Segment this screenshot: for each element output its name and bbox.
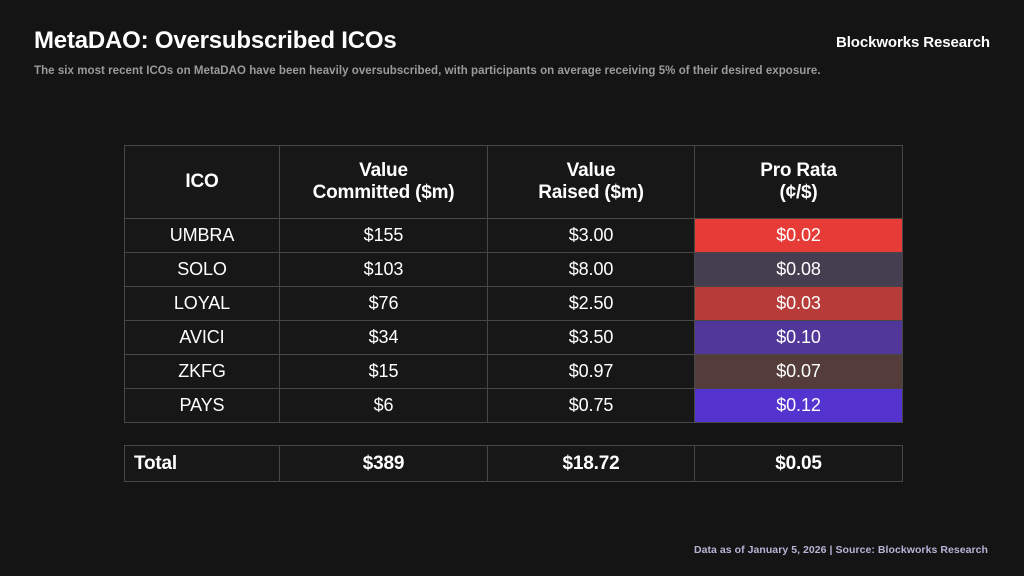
column-header-value-committed: Value Committed ($m) [279,145,488,219]
page-title: MetaDAO: Oversubscribed ICOs [34,27,397,54]
cell-value-raised: $3.00 [487,218,695,253]
ico-table: ICO Value Committed ($m) Value Raised ($… [124,145,903,423]
table-row: AVICI $34 $3.50 $0.10 [124,320,903,355]
header-title-row: MetaDAO: Oversubscribed ICOs Blockworks … [34,27,990,54]
total-label: Total [124,445,280,482]
table-header: ICO Value Committed ($m) Value Raised ($… [124,145,903,219]
total-table-container: Total $389 $18.72 $0.05 [124,445,903,482]
cell-value-raised: $3.50 [487,320,695,355]
column-header-value-raised-line2: Raised ($m) [538,182,644,203]
column-header-value-raised-line1: Value [566,159,616,181]
cell-pro-rata: $0.08 [694,252,903,287]
cell-value-committed: $155 [279,218,488,253]
total-row: Total $389 $18.72 $0.05 [124,445,903,482]
cell-value-raised: $2.50 [487,286,695,321]
total-value-committed: $389 [279,445,488,482]
total-pro-rata: $0.05 [694,445,903,482]
total-value-raised: $18.72 [487,445,695,482]
cell-ico: SOLO [124,252,280,287]
table-row: LOYAL $76 $2.50 $0.03 [124,286,903,321]
cell-pro-rata: $0.03 [694,286,903,321]
brand-label: Blockworks Research [835,34,990,51]
column-header-pro-rata-line1: Pro Rata [760,159,837,181]
cell-value-raised: $0.97 [487,354,695,389]
column-header-value-committed-line1: Value [359,159,408,181]
table-row: ZKFG $15 $0.97 $0.07 [124,354,903,389]
cell-value-committed: $103 [279,252,488,287]
cell-value-committed: $6 [279,388,488,423]
cell-value-committed: $34 [279,320,488,355]
column-header-ico: ICO [124,145,280,219]
cell-value-committed: $15 [279,354,488,389]
cell-pro-rata: $0.10 [694,320,903,355]
column-header-value-committed-line2: Committed ($m) [312,182,455,203]
column-header-pro-rata: Pro Rata (¢/$) [694,145,903,219]
cell-pro-rata: $0.02 [694,218,903,253]
source-note: Data as of January 5, 2026 | Source: Blo… [693,544,988,556]
total-table: Total $389 $18.72 $0.05 [124,445,903,482]
cell-ico: PAYS [124,388,280,423]
header: MetaDAO: Oversubscribed ICOs Blockworks … [0,0,1024,79]
cell-pro-rata: $0.07 [694,354,903,389]
column-header-ico-line1: ICO [185,170,219,192]
cell-ico: AVICI [124,320,280,355]
table-row: SOLO $103 $8.00 $0.08 [124,252,903,287]
cell-pro-rata: $0.12 [694,388,903,423]
cell-ico: ZKFG [124,354,280,389]
cell-value-committed: $76 [279,286,488,321]
column-header-pro-rata-line2: (¢/$) [779,182,818,203]
table-row: PAYS $6 $0.75 $0.12 [124,388,903,423]
page-subtitle: The six most recent ICOs on MetaDAO have… [34,65,821,78]
table-header-row: ICO Value Committed ($m) Value Raised ($… [124,145,903,219]
cell-value-raised: $8.00 [487,252,695,287]
cell-ico: UMBRA [124,218,280,253]
table-row: UMBRA $155 $3.00 $0.02 [124,218,903,253]
ico-table-container: ICO Value Committed ($m) Value Raised ($… [124,145,903,423]
cell-ico: LOYAL [124,286,280,321]
cell-value-raised: $0.75 [487,388,695,423]
table-body: UMBRA $155 $3.00 $0.02 SOLO $103 $8.00 $… [124,218,903,423]
column-header-value-raised: Value Raised ($m) [487,145,695,219]
